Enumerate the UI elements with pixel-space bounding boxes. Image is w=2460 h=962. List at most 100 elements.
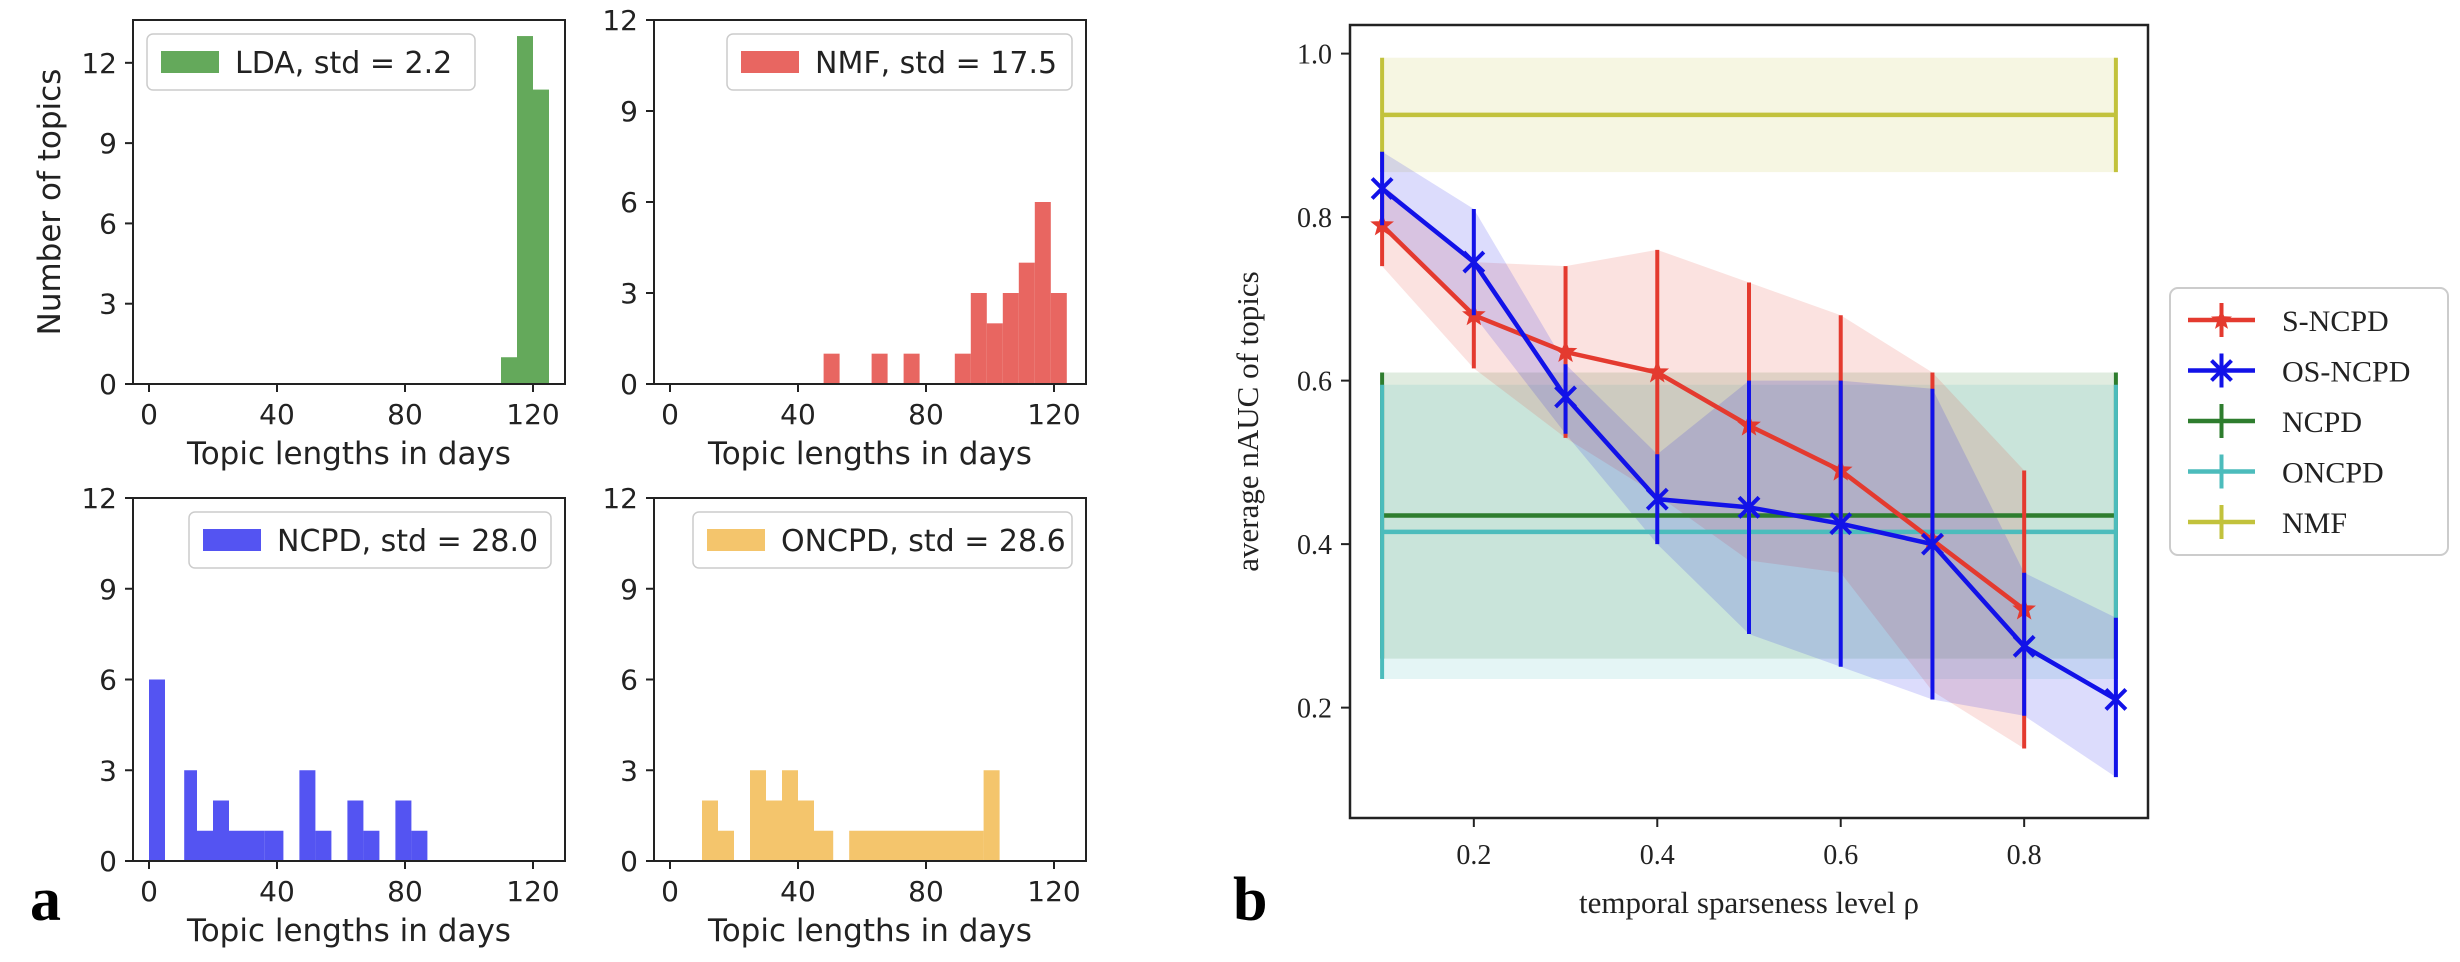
x-axis-label: Topic lengths in days	[707, 436, 1032, 472]
histogram-bar	[702, 800, 718, 861]
x-tick-label: 40	[259, 875, 295, 908]
histogram-bar	[814, 830, 834, 861]
histogram-ncpd: 0 40 80 120 0 3 6 9 12 Topic lengths in days NCPD,…	[81, 482, 566, 949]
x-tick-label: 80	[387, 875, 423, 908]
x-tick-label: 0.4	[1640, 840, 1675, 871]
histogram-bar	[903, 353, 920, 384]
y-tick-label: 12	[81, 47, 117, 80]
legend-swatch	[741, 51, 799, 73]
y-tick-label: 0	[99, 368, 117, 401]
axes-frame	[132, 19, 566, 385]
histogram-bar	[229, 830, 245, 861]
legend-box	[726, 33, 1073, 91]
histogram-bar	[986, 323, 1003, 384]
y-tick-label: 9	[99, 573, 117, 606]
legend-label: ONCPD	[2282, 457, 2384, 490]
histogram-bar	[750, 770, 766, 861]
legend-label: LDA, std = 2.2	[235, 46, 452, 81]
x-tick-label: 0	[140, 875, 158, 908]
legend-label: NMF	[2282, 507, 2347, 540]
data-point-x	[1370, 177, 1394, 200]
histogram-bar	[954, 353, 971, 384]
x-tick-label: 120	[1027, 398, 1080, 431]
y-axis-label: Number of topics	[32, 69, 68, 336]
histogram-nmf: 0 40 80 120 0 3 6 9 12 Topic lengths in days NMF, …	[602, 4, 1087, 472]
x-tick-label: 80	[387, 398, 423, 431]
histogram-bar	[245, 830, 265, 861]
histogram-bar	[871, 353, 888, 384]
histogram-bar	[315, 830, 332, 861]
legend-label: NCPD	[2282, 406, 2362, 439]
histogram-bar	[718, 830, 734, 861]
data-point-x	[1462, 250, 1486, 274]
y-tick-label: 0.4	[1297, 530, 1332, 561]
y-tick-label: 6	[620, 186, 638, 219]
histogram-bar	[1034, 202, 1051, 384]
y-tick-label: 6	[99, 207, 117, 240]
x-tick-label: 0.8	[2007, 840, 2042, 871]
legend-swatch	[707, 529, 765, 551]
y-tick-label: 0	[99, 845, 117, 878]
legend-label: ONCPD, std = 28.6	[781, 524, 1066, 559]
y-tick-label: 0.8	[1297, 203, 1332, 234]
histogram-bar	[264, 830, 284, 861]
histogram-bar	[766, 800, 782, 861]
data-point-star	[1645, 359, 1670, 383]
legend-label: NCPD, std = 28.0	[277, 524, 538, 559]
legend-box	[188, 511, 552, 569]
nauc-legend: S-NCPD OS-NCPD NCPD ONCPD NMF	[2169, 287, 2449, 556]
legend-label: NMF, std = 17.5	[815, 46, 1057, 81]
x-axis-label: Topic lengths in days	[186, 436, 511, 472]
x-tick-label: 80	[908, 398, 944, 431]
y-tick-label: 9	[620, 95, 638, 128]
data-point-x	[1737, 495, 1761, 519]
histogram-bar	[970, 293, 987, 384]
histogram-lda: 0 40 80 120 0 3 6 9 12 Topic lengths in days Numbe…	[32, 19, 566, 472]
y-tick-label: 0	[620, 368, 638, 401]
histogram-bar	[1018, 262, 1035, 384]
legend-swatch	[161, 51, 219, 73]
series-line	[1380, 223, 2026, 612]
y-tick-label: 3	[620, 277, 638, 310]
data-point-x	[1921, 532, 1944, 556]
data-point-x	[1829, 512, 1853, 536]
x-axis-label: temporal sparseness level ρ	[1579, 885, 1919, 920]
data-point-x	[1554, 385, 1577, 409]
histogram-bar	[299, 770, 316, 861]
data-point-x	[2104, 688, 2128, 711]
y-axis-label: average nAUC of topics	[1230, 271, 1265, 571]
y-tick-label: 6	[99, 664, 117, 697]
histogram-bar	[823, 353, 840, 384]
x-tick-label: 120	[506, 398, 559, 431]
confidence-band	[1382, 184, 2025, 749]
legend-swatch	[203, 529, 261, 551]
histogram-oncpd: 0 40 80 120 0 3 6 9 12 Topic lengths in days ONCPD…	[602, 482, 1087, 949]
x-tick-label: 120	[1027, 875, 1080, 908]
legend-box	[692, 511, 1073, 569]
y-tick-label: 6	[620, 664, 638, 697]
nauc-line-chart: 0.2 0.4 0.6 0.8 0.2 0.4 0.6 0.8 1.0 temporal spar…	[1230, 23, 2150, 920]
y-tick-label: 1.0	[1297, 40, 1332, 71]
histogram-bar	[149, 679, 165, 861]
histogram-bar	[983, 770, 1000, 861]
histogram-bar	[782, 770, 798, 861]
y-tick-label: 9	[620, 573, 638, 606]
histogram-bar	[798, 800, 814, 861]
data-point-x	[1645, 487, 1669, 511]
y-tick-label: 0	[620, 845, 638, 878]
data-point-star	[1553, 339, 1578, 363]
y-tick-label: 0.6	[1297, 367, 1332, 398]
legend-box	[2169, 287, 2449, 556]
y-tick-label: 3	[99, 754, 117, 787]
x-tick-label: 0.6	[1823, 840, 1858, 871]
y-tick-label: 12	[81, 482, 117, 515]
x-axis-label: Topic lengths in days	[186, 913, 511, 949]
histogram-bar	[363, 830, 380, 861]
histogram-bar	[517, 36, 533, 384]
histogram-bar	[411, 830, 428, 861]
histogram-bar	[197, 830, 213, 861]
legend-label: OS-NCPD	[2282, 356, 2410, 389]
histogram-bar	[213, 800, 229, 861]
x-tick-label: 0.2	[1456, 840, 1491, 871]
